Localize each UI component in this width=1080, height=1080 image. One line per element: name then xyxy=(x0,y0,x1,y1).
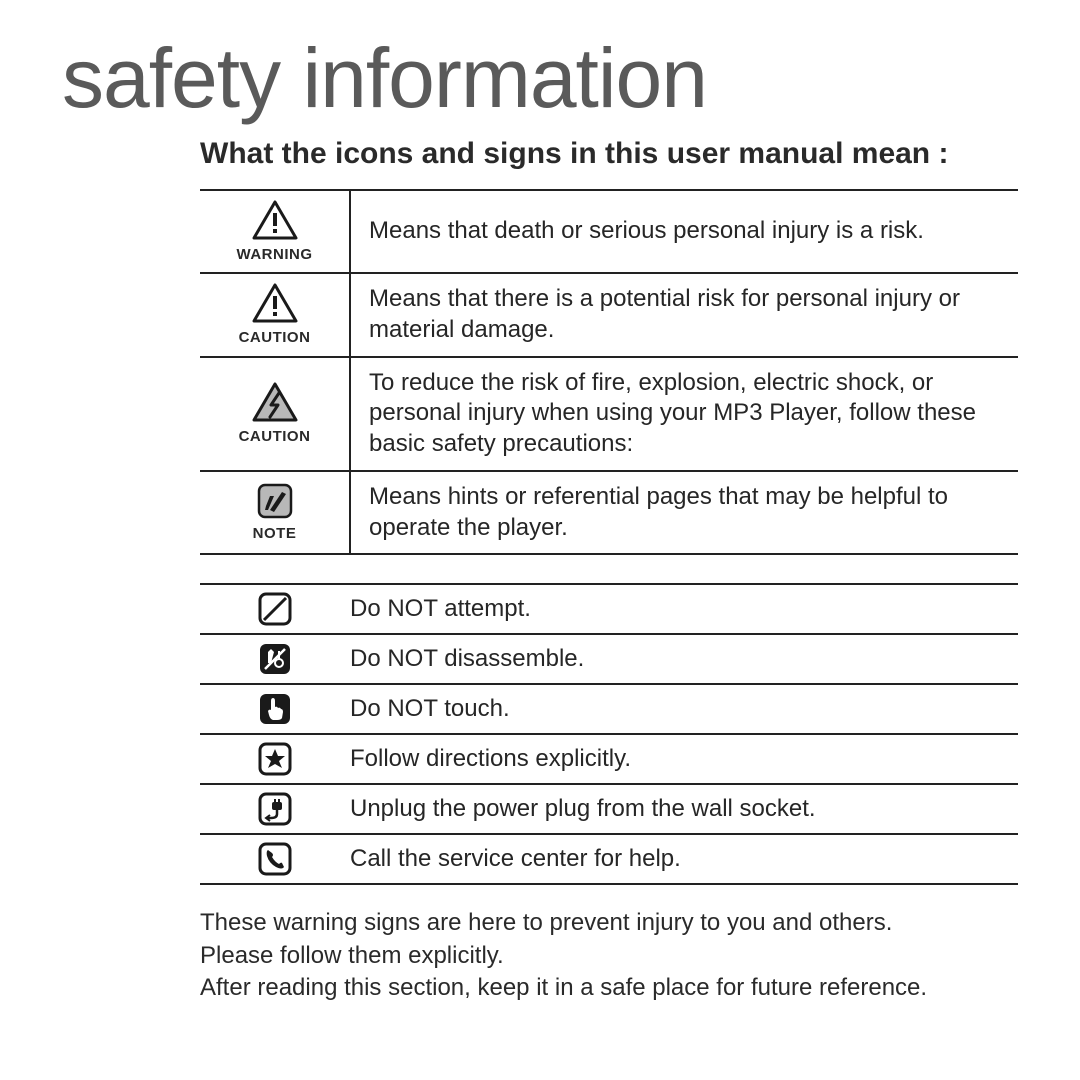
icon-cell: WARNING xyxy=(200,190,350,273)
icon-cell xyxy=(200,734,350,784)
icon-cell xyxy=(200,834,350,884)
description-cell: Unplug the power plug from the wall sock… xyxy=(350,784,1018,834)
table-row: CAUTION Means that there is a potential … xyxy=(200,273,1018,356)
footer-line: These warning signs are here to prevent … xyxy=(200,909,892,936)
icon-cell xyxy=(200,684,350,734)
table-row: WARNING Means that death or serious pers… xyxy=(200,190,1018,273)
table-row: Do NOT disassemble. xyxy=(200,634,1018,684)
page-title: safety information xyxy=(62,30,1018,127)
caution-triangle-icon xyxy=(251,282,299,324)
table-row: Follow directions explicitly. xyxy=(200,734,1018,784)
phone-icon xyxy=(257,841,293,877)
icon-label: NOTE xyxy=(200,524,349,543)
table-row: Call the service center for help. xyxy=(200,834,1018,884)
footer-line: After reading this section, keep it in a… xyxy=(200,974,927,1001)
star-icon xyxy=(257,741,293,777)
no-disassemble-icon xyxy=(257,641,293,677)
no-attempt-icon xyxy=(257,591,293,627)
icon-label: CAUTION xyxy=(200,328,349,347)
table-row: Do NOT touch. xyxy=(200,684,1018,734)
page-subtitle: What the icons and signs in this user ma… xyxy=(200,137,1018,171)
content-area: WARNING Means that death or serious pers… xyxy=(200,189,1018,885)
icon-cell xyxy=(200,584,350,634)
description-cell: Call the service center for help. xyxy=(350,834,1018,884)
definitions-table: WARNING Means that death or serious pers… xyxy=(200,189,1018,555)
icon-cell: NOTE xyxy=(200,471,350,554)
table-row: NOTE Means hints or referential pages th… xyxy=(200,471,1018,554)
page: safety information What the icons and si… xyxy=(0,0,1080,1004)
description-cell: Means hints or referential pages that ma… xyxy=(350,471,1018,554)
description-cell: Do NOT touch. xyxy=(350,684,1018,734)
icon-cell: CAUTION xyxy=(200,273,350,356)
description-cell: Means that death or serious personal inj… xyxy=(350,190,1018,273)
unplug-icon xyxy=(257,791,293,827)
table-row: Unplug the power plug from the wall sock… xyxy=(200,784,1018,834)
description-cell: Follow directions explicitly. xyxy=(350,734,1018,784)
icon-cell: CAUTION xyxy=(200,357,350,471)
description-cell: Do NOT attempt. xyxy=(350,584,1018,634)
icon-cell xyxy=(200,634,350,684)
warning-triangle-icon xyxy=(251,199,299,241)
footer-text: These warning signs are here to prevent … xyxy=(200,907,1018,1004)
icons-table: Do NOT attempt. Do NOT disassemble. xyxy=(200,583,1018,885)
shock-triangle-icon xyxy=(251,381,299,423)
description-cell: To reduce the risk of fire, explosion, e… xyxy=(350,357,1018,471)
icon-label: CAUTION xyxy=(200,427,349,446)
no-touch-icon xyxy=(257,691,293,727)
description-cell: Do NOT disassemble. xyxy=(350,634,1018,684)
icon-cell xyxy=(200,784,350,834)
table-gap xyxy=(200,555,1018,583)
icon-label: WARNING xyxy=(200,245,349,264)
note-square-icon xyxy=(256,482,294,520)
table-row: CAUTION To reduce the risk of fire, expl… xyxy=(200,357,1018,471)
table-row: Do NOT attempt. xyxy=(200,584,1018,634)
footer-line: Please follow them explicitly. xyxy=(200,942,504,969)
description-cell: Means that there is a potential risk for… xyxy=(350,273,1018,356)
